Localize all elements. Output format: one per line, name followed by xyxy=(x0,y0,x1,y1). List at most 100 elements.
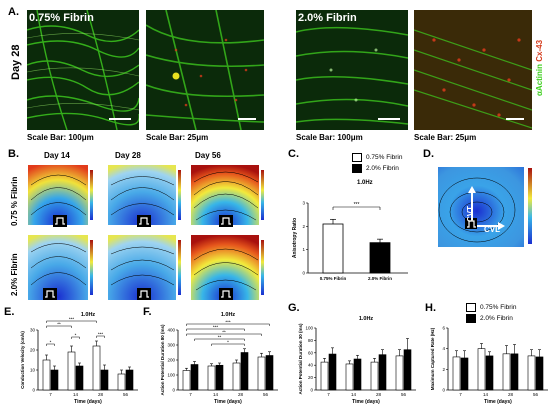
bar xyxy=(527,355,536,391)
legend-c-item-1: 2.0% Fibrin xyxy=(366,165,399,172)
bar xyxy=(50,369,59,391)
chart-title: 1.0Hz xyxy=(359,316,374,322)
map-d xyxy=(438,167,524,247)
sig-label: * xyxy=(75,333,77,338)
sig-label: ** xyxy=(222,330,226,335)
bar xyxy=(485,355,494,391)
scale-bar xyxy=(109,118,131,120)
x-tick-label: 28 xyxy=(508,392,514,397)
b-row-20: 2.0% Fibrin xyxy=(10,253,19,296)
sig-label: *** xyxy=(98,332,104,337)
y-tick-label: 30 xyxy=(30,328,36,333)
legend-swatch-black xyxy=(352,164,362,173)
legend-swatch-black xyxy=(466,314,476,323)
bar xyxy=(92,345,101,391)
y-axis-label: Conduction Velocity (cm/s) xyxy=(20,331,25,389)
label-cvl: CVL xyxy=(484,225,500,234)
fiber-texture xyxy=(414,29,532,129)
x-axis-label: Time (days) xyxy=(74,399,102,405)
scale-bar xyxy=(506,118,524,120)
sig-label: *** xyxy=(69,317,75,322)
bar xyxy=(460,357,469,391)
scale-bar xyxy=(238,118,256,120)
y-tick-label: 0 xyxy=(310,388,313,393)
bar xyxy=(117,373,126,391)
label-cvt: CVT xyxy=(466,206,475,222)
panel-g-label: G. xyxy=(288,302,300,314)
y-tick-label: 0 xyxy=(172,388,175,393)
b-col-day56: Day 56 xyxy=(195,151,221,160)
scale-text-25-b: Scale Bar: 25μm xyxy=(414,133,477,142)
panel-e-label: E. xyxy=(4,306,15,318)
chart-h: 0 2 4 6 7 14 28 56 Time (days) Maximum Captured R… xyxy=(430,326,548,405)
x-axis-label: Time (days) xyxy=(352,399,380,405)
x-tick-label: 28 xyxy=(238,392,244,397)
b-col-day28: Day 28 xyxy=(115,151,141,160)
fiber-texture xyxy=(27,10,139,130)
bar xyxy=(502,353,511,391)
bar xyxy=(182,370,191,391)
y-axis-label: Action Potential Duration 30 (ms) xyxy=(298,323,303,395)
x-tick-label: 56 xyxy=(263,392,269,397)
legend-h-item-0: 0.75% Fibrin xyxy=(480,304,517,311)
b-row-075: 0.75 % Fibrin xyxy=(10,176,19,226)
bar xyxy=(345,363,354,391)
group1-label: 0.75% Fibrin xyxy=(29,12,94,24)
fiber-texture xyxy=(146,10,264,130)
bar xyxy=(353,358,362,391)
x-tick-label: 7 xyxy=(327,392,330,397)
micro-20-100: 2.0% Fibrin xyxy=(296,10,408,130)
bar xyxy=(42,359,51,391)
panel-h-label: H. xyxy=(425,302,436,314)
x-tick-label: 28 xyxy=(98,392,104,397)
bar xyxy=(67,351,76,391)
chart-title: 1.0Hz xyxy=(221,312,236,318)
sig-label: *** xyxy=(225,320,231,325)
y-tick-label: 10 xyxy=(30,368,36,373)
bar xyxy=(75,365,84,391)
bar xyxy=(190,364,199,391)
stain-green: αActinin xyxy=(535,63,544,96)
bar xyxy=(265,355,274,391)
legend-h-item-1: 2.0% Fibrin xyxy=(480,315,513,322)
fiber-texture xyxy=(296,26,408,125)
y-tick-label: 60 xyxy=(308,350,314,355)
chart-c: 0 1 2 3 0.75% Fibrin 2.0% Fibrin *** Anisotropy… xyxy=(292,201,408,281)
bar xyxy=(322,223,344,274)
y-tick-label: 0 xyxy=(442,388,445,393)
y-axis-label: Action Potential Duration 80 (ms) xyxy=(160,324,165,396)
bar xyxy=(100,369,109,391)
stimulus-icon xyxy=(465,218,477,229)
stain-red: Cx-43 xyxy=(535,39,544,62)
bar xyxy=(510,353,519,391)
panel-a-label: A. xyxy=(8,6,19,18)
colorbars xyxy=(90,170,264,295)
x-tick-label: 7 xyxy=(49,392,52,397)
bar xyxy=(232,362,241,391)
bar xyxy=(370,361,379,391)
legend-swatch-white xyxy=(466,303,476,312)
micro-20-25 xyxy=(414,10,532,130)
legend-h: 0.75% Fibrin 2.0% Fibrin xyxy=(466,303,517,323)
bar xyxy=(215,364,224,391)
y-tick-label: 300 xyxy=(167,343,175,348)
y-tick-label: 3 xyxy=(302,201,305,206)
bar xyxy=(320,361,329,391)
bar xyxy=(535,356,544,391)
micro-075-100: 0.75% Fibrin xyxy=(27,10,139,130)
y-tick-label: 6 xyxy=(442,326,445,331)
bar xyxy=(369,242,391,274)
bar xyxy=(240,352,249,391)
y-tick-label: 0 xyxy=(302,271,305,276)
y-tick-label: 20 xyxy=(30,348,36,353)
y-tick-label: 100 xyxy=(305,326,313,331)
bar xyxy=(257,356,266,391)
map-20-d14 xyxy=(28,235,88,300)
x-tick-label: 14 xyxy=(351,392,357,397)
y-tick-label: 0 xyxy=(32,388,35,393)
y-tick-label: 4 xyxy=(442,346,445,351)
c-freq: 1.0Hz xyxy=(357,180,373,186)
y-tick-label: 400 xyxy=(167,328,175,333)
bar xyxy=(378,354,387,391)
day-label: Day 28 xyxy=(10,44,22,80)
